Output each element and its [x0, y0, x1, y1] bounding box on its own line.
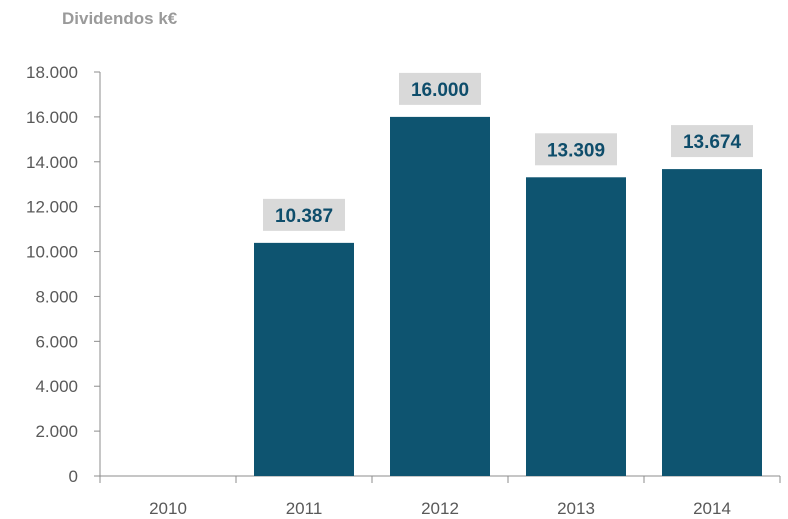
- data-labels: 10.387 16.000 13.309 13.674: [263, 72, 753, 231]
- y-tick-label: 10.000: [26, 243, 78, 262]
- x-tick-label: 2014: [693, 499, 731, 518]
- y-tick-label: 14.000: [26, 153, 78, 172]
- data-label: 10.387: [275, 206, 333, 227]
- data-label-box: [535, 133, 617, 166]
- chart-title: Dividendos k€: [62, 9, 178, 28]
- data-label: 13.674: [683, 132, 742, 153]
- x-tick-label: 2013: [557, 499, 595, 518]
- x-tick-label: 2011: [286, 499, 323, 518]
- y-tick-label: 0: [69, 467, 78, 486]
- y-tick-label: 6.000: [35, 332, 78, 351]
- y-tick-label: 4.000: [35, 377, 78, 396]
- x-tick-label: 2012: [421, 499, 459, 518]
- data-label-box: [263, 198, 345, 231]
- x-axis: 2010 2011 2012 2013 2014: [99, 475, 781, 518]
- bar: [662, 169, 762, 476]
- data-label-box: [399, 72, 481, 105]
- y-tick-label: 16.000: [26, 108, 78, 127]
- y-tick-label: 12.000: [26, 198, 78, 217]
- bar: [254, 242, 354, 476]
- y-tick-label: 8.000: [35, 287, 78, 306]
- y-tick-label: 2.000: [35, 422, 78, 441]
- bar: [390, 116, 490, 476]
- y-tick-label: 18.000: [26, 63, 78, 82]
- data-label: 16.000: [411, 80, 469, 101]
- y-axis: 0 2.000 4.000 6.000 8.000 10.000 12.000 14.000 1…: [26, 63, 101, 486]
- bar-series: [254, 116, 762, 476]
- data-label-box: [671, 125, 753, 158]
- data-label: 13.309: [547, 140, 605, 161]
- x-tick-label: 2010: [149, 499, 187, 518]
- bar: [526, 177, 626, 476]
